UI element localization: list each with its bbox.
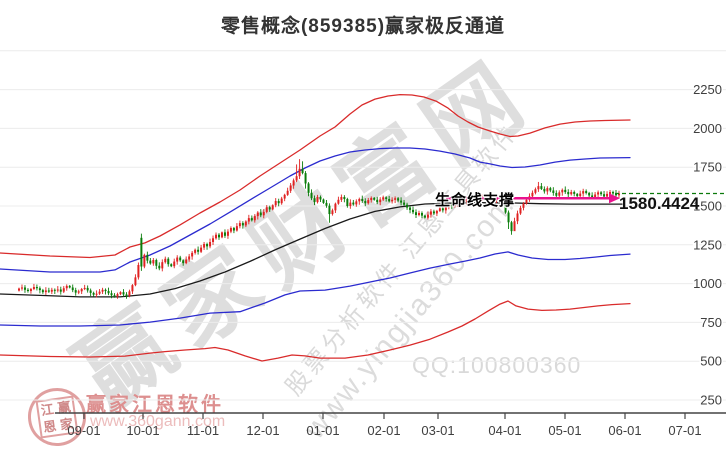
svg-text:04-01: 04-01 — [488, 423, 521, 438]
svg-text:2000: 2000 — [693, 121, 722, 136]
svg-text:750: 750 — [700, 315, 722, 330]
svg-text:01-01: 01-01 — [306, 423, 339, 438]
lifeline-support-annotation: 生命线支撑 — [435, 192, 516, 209]
watermark-qq-number: QQ:100800360 — [412, 352, 582, 378]
footer-site-url: www.360gann.com — [90, 413, 226, 430]
last-price-label: 1580.4424 — [619, 194, 700, 213]
svg-text:11-01: 11-01 — [187, 423, 219, 438]
svg-text:06-01: 06-01 — [608, 423, 641, 438]
svg-text:05-01: 05-01 — [548, 423, 581, 438]
svg-text:12-01: 12-01 — [246, 423, 279, 438]
svg-text:1500: 1500 — [693, 199, 722, 214]
svg-text:1250: 1250 — [693, 237, 722, 252]
svg-text:1750: 1750 — [693, 160, 722, 175]
svg-text:09-01: 09-01 — [67, 423, 100, 438]
page-title: 零售概念(859385)赢家极反通道 — [220, 16, 506, 37]
svg-text:2250: 2250 — [693, 82, 722, 97]
svg-text:250: 250 — [700, 393, 722, 408]
svg-text:02-01: 02-01 — [367, 423, 400, 438]
svg-text:10-01: 10-01 — [126, 423, 159, 438]
svg-text:07-01: 07-01 — [668, 423, 701, 438]
svg-text:500: 500 — [700, 354, 722, 369]
svg-text:03-01: 03-01 — [421, 423, 454, 438]
svg-text:1000: 1000 — [693, 276, 722, 291]
